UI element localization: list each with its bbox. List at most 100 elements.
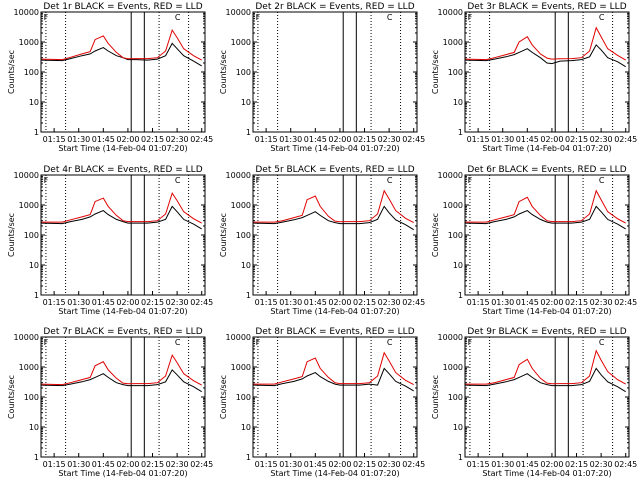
y-tick-label: 10000: [438, 8, 463, 17]
marker-label: C: [599, 13, 605, 22]
marker-label: C: [387, 13, 393, 22]
x-tick-label: 02:45: [614, 460, 637, 469]
panel-title: Det 5r BLACK = Events, RED = LLD: [255, 165, 414, 175]
y-tick-label: 10: [453, 423, 463, 432]
y-tick-label: 10000: [438, 333, 463, 342]
y-tick-label: 100: [24, 68, 39, 77]
marker-label: F: [468, 13, 473, 22]
x-tick-label: 01:45: [304, 135, 327, 144]
x-tick-label: 01:15: [255, 460, 278, 469]
y-tick-label: 1: [458, 453, 463, 462]
y-tick-label: 10: [29, 423, 39, 432]
y-tick-label: 100: [24, 393, 39, 402]
marker-label: C: [175, 13, 181, 22]
y-tick-label: 1: [34, 128, 39, 137]
x-tick-label: 01:45: [92, 135, 115, 144]
x-tick-label: 02:00: [116, 135, 139, 144]
y-tick-label: 10000: [226, 333, 251, 342]
y-tick-label: 1: [246, 453, 251, 462]
y-tick-label: 100: [448, 393, 463, 402]
series-line-events: [40, 205, 202, 230]
marker-label: F: [256, 338, 261, 347]
x-tick-label: 02:45: [402, 135, 425, 144]
y-axis-label: Counts/sec: [7, 213, 16, 257]
y-axis-label: Counts/sec: [7, 375, 16, 419]
y-tick-label: 1: [34, 291, 39, 300]
x-tick-label: 02:00: [328, 135, 351, 144]
x-tick-label: 02:30: [166, 460, 189, 469]
marker-label: C: [175, 338, 181, 347]
x-tick-label: 02:00: [116, 298, 139, 307]
x-tick-label: 01:15: [467, 298, 490, 307]
x-tick-label: 02:15: [565, 135, 588, 144]
panel-title: Det 4r BLACK = Events, RED = LLD: [43, 165, 202, 175]
y-tick-label: 1000: [443, 38, 463, 47]
y-tick-label: 100: [448, 231, 463, 240]
y-axis-label: Counts/sec: [219, 213, 228, 257]
x-tick-label: 01:30: [279, 298, 302, 307]
y-tick-label: 1000: [231, 363, 251, 372]
x-tick-label: 02:15: [565, 298, 588, 307]
x-tick-label: 01:45: [516, 460, 539, 469]
y-tick-label: 1000: [19, 201, 39, 210]
y-tick-label: 1: [246, 291, 251, 300]
y-axis-label: Counts/sec: [219, 50, 228, 94]
x-tick-label: 02:00: [328, 460, 351, 469]
y-tick-label: 100: [236, 393, 251, 402]
x-tick-label: 01:30: [67, 460, 90, 469]
marker-label: F: [468, 176, 473, 185]
x-tick-label: 01:15: [467, 135, 490, 144]
x-tick-label: 01:45: [516, 135, 539, 144]
x-tick-label: 02:15: [565, 460, 588, 469]
x-tick-label: 02:30: [590, 298, 613, 307]
x-tick-label: 02:30: [166, 135, 189, 144]
y-axis-label: Counts/sec: [431, 213, 440, 257]
x-tick-label: 02:15: [353, 298, 376, 307]
panel-title: Det 1r BLACK = Events, RED = LLD: [43, 2, 202, 12]
marker-label: F: [468, 338, 473, 347]
series-line-events: [464, 367, 626, 393]
x-tick-label: 01:30: [67, 298, 90, 307]
y-tick-label: 10000: [14, 8, 39, 17]
y-tick-label: 10: [453, 98, 463, 107]
x-tick-label: 01:30: [491, 135, 514, 144]
y-tick-label: 100: [24, 231, 39, 240]
x-tick-label: 01:45: [304, 298, 327, 307]
x-axis-label: Start Time (14-Feb-04 01:07:20): [58, 144, 187, 153]
x-tick-label: 01:15: [43, 298, 66, 307]
x-tick-label: 01:30: [279, 460, 302, 469]
x-axis-label: Start Time (14-Feb-04 01:07:20): [270, 144, 399, 153]
y-tick-label: 1000: [443, 363, 463, 372]
x-tick-label: 02:15: [353, 460, 376, 469]
x-axis-label: Start Time (14-Feb-04 01:07:20): [58, 307, 187, 316]
x-axis-label: Start Time (14-Feb-04 01:07:20): [270, 307, 399, 316]
x-axis-label: Start Time (14-Feb-04 01:07:20): [58, 469, 187, 478]
x-tick-label: 02:00: [540, 460, 563, 469]
y-tick-label: 10000: [226, 171, 251, 180]
series-line-events: [40, 369, 202, 393]
x-tick-label: 01:15: [255, 135, 278, 144]
y-tick-label: 10: [453, 261, 463, 270]
marker-label: C: [599, 338, 605, 347]
marker-label: F: [44, 13, 49, 22]
y-tick-label: 1000: [231, 38, 251, 47]
y-tick-label: 10: [241, 261, 251, 270]
y-tick-label: 1: [458, 291, 463, 300]
x-tick-label: 02:45: [402, 298, 425, 307]
series-line-lld: [465, 349, 626, 385]
x-tick-label: 01:15: [43, 460, 66, 469]
x-tick-label: 02:45: [190, 135, 213, 144]
x-tick-label: 01:30: [491, 460, 514, 469]
y-axis-label: Counts/sec: [219, 375, 228, 419]
x-tick-label: 01:45: [304, 460, 327, 469]
y-tick-label: 10: [29, 261, 39, 270]
